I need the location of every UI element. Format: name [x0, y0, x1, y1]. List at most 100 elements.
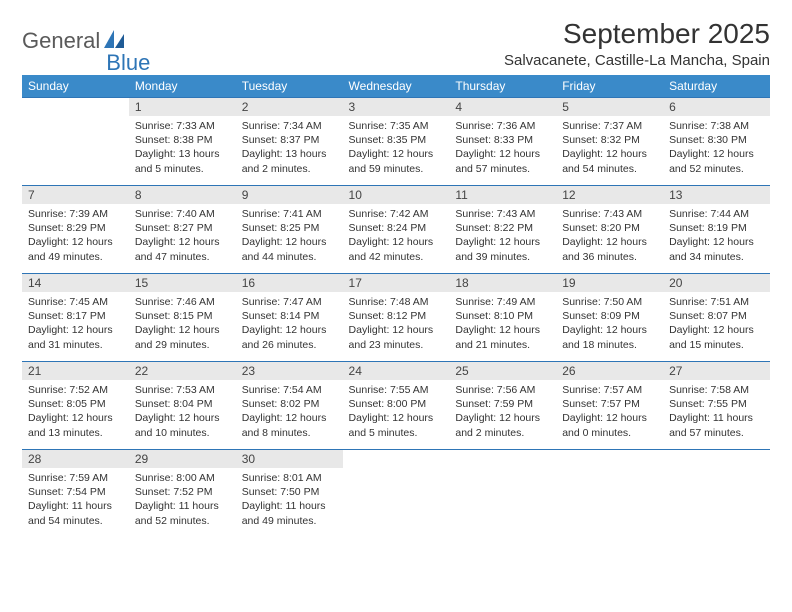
- day-content: Sunrise: 7:57 AMSunset: 7:57 PMDaylight:…: [556, 380, 663, 444]
- sunrise-text: Sunrise: 7:51 AM: [669, 295, 764, 309]
- sunset-text: Sunset: 8:38 PM: [135, 133, 230, 147]
- day-number: 30: [236, 450, 343, 468]
- calendar-day-cell: 29Sunrise: 8:00 AMSunset: 7:52 PMDayligh…: [129, 450, 236, 538]
- calendar-day-cell: 18Sunrise: 7:49 AMSunset: 8:10 PMDayligh…: [449, 274, 556, 362]
- sunset-text: Sunset: 7:54 PM: [28, 485, 123, 499]
- daylight-text: Daylight: 12 hours and 5 minutes.: [349, 411, 444, 439]
- sunset-text: Sunset: 8:32 PM: [562, 133, 657, 147]
- sunrise-text: Sunrise: 7:42 AM: [349, 207, 444, 221]
- calendar-day-cell: 28Sunrise: 7:59 AMSunset: 7:54 PMDayligh…: [22, 450, 129, 538]
- sunset-text: Sunset: 8:10 PM: [455, 309, 550, 323]
- day-number: 22: [129, 362, 236, 380]
- day-number: 25: [449, 362, 556, 380]
- sunrise-text: Sunrise: 7:43 AM: [455, 207, 550, 221]
- sunrise-text: Sunrise: 7:36 AM: [455, 119, 550, 133]
- day-content: Sunrise: 7:40 AMSunset: 8:27 PMDaylight:…: [129, 204, 236, 268]
- sunrise-text: Sunrise: 7:48 AM: [349, 295, 444, 309]
- sunrise-text: Sunrise: 7:47 AM: [242, 295, 337, 309]
- calendar-week-row: 28Sunrise: 7:59 AMSunset: 7:54 PMDayligh…: [22, 450, 770, 538]
- day-content: Sunrise: 8:01 AMSunset: 7:50 PMDaylight:…: [236, 468, 343, 532]
- sunset-text: Sunset: 8:27 PM: [135, 221, 230, 235]
- calendar-day-cell: 10Sunrise: 7:42 AMSunset: 8:24 PMDayligh…: [343, 186, 450, 274]
- day-content: Sunrise: 7:33 AMSunset: 8:38 PMDaylight:…: [129, 116, 236, 180]
- calendar-day-cell: [663, 450, 770, 538]
- sunrise-text: Sunrise: 7:59 AM: [28, 471, 123, 485]
- month-title: September 2025: [504, 18, 770, 50]
- sunrise-text: Sunrise: 8:00 AM: [135, 471, 230, 485]
- weekday-header: Tuesday: [236, 75, 343, 98]
- sunrise-text: Sunrise: 7:39 AM: [28, 207, 123, 221]
- sunset-text: Sunset: 7:55 PM: [669, 397, 764, 411]
- day-number: 24: [343, 362, 450, 380]
- calendar-day-cell: 30Sunrise: 8:01 AMSunset: 7:50 PMDayligh…: [236, 450, 343, 538]
- day-number: 14: [22, 274, 129, 292]
- day-content: Sunrise: 7:48 AMSunset: 8:12 PMDaylight:…: [343, 292, 450, 356]
- calendar-day-cell: 23Sunrise: 7:54 AMSunset: 8:02 PMDayligh…: [236, 362, 343, 450]
- day-number: 4: [449, 98, 556, 116]
- daylight-text: Daylight: 11 hours and 52 minutes.: [135, 499, 230, 527]
- daylight-text: Daylight: 12 hours and 59 minutes.: [349, 147, 444, 175]
- sunset-text: Sunset: 8:19 PM: [669, 221, 764, 235]
- sunrise-text: Sunrise: 7:46 AM: [135, 295, 230, 309]
- location-subtitle: Salvacanete, Castille-La Mancha, Spain: [504, 52, 770, 69]
- sunrise-text: Sunrise: 7:57 AM: [562, 383, 657, 397]
- calendar-day-cell: 25Sunrise: 7:56 AMSunset: 7:59 PMDayligh…: [449, 362, 556, 450]
- daylight-text: Daylight: 11 hours and 54 minutes.: [28, 499, 123, 527]
- calendar-day-cell: 27 Sunrise: 7:58 AMSunset: 7:55 PMDayligh…: [663, 362, 770, 450]
- sunrise-text: Sunrise: 7:35 AM: [349, 119, 444, 133]
- sunrise-text: Sunrise: 7:40 AM: [135, 207, 230, 221]
- sunrise-text: Sunrise: 7:54 AM: [242, 383, 337, 397]
- day-number: 23: [236, 362, 343, 380]
- sunset-text: Sunset: 7:50 PM: [242, 485, 337, 499]
- calendar-day-cell: 24Sunrise: 7:55 AMSunset: 8:00 PMDayligh…: [343, 362, 450, 450]
- calendar-week-row: 14Sunrise: 7:45 AMSunset: 8:17 PMDayligh…: [22, 274, 770, 362]
- day-number: 18: [449, 274, 556, 292]
- day-content: Sunrise: 7:54 AMSunset: 8:02 PMDaylight:…: [236, 380, 343, 444]
- day-content: Sunrise: 7:45 AMSunset: 8:17 PMDaylight:…: [22, 292, 129, 356]
- calendar-week-row: 21Sunrise: 7:52 AMSunset: 8:05 PMDayligh…: [22, 362, 770, 450]
- sunrise-text: Sunrise: 7:53 AM: [135, 383, 230, 397]
- sunset-text: Sunset: 8:05 PM: [28, 397, 123, 411]
- calendar-day-cell: [22, 98, 129, 186]
- daylight-text: Daylight: 12 hours and 39 minutes.: [455, 235, 550, 263]
- daylight-text: Daylight: 11 hours and 57 minutes.: [669, 411, 764, 439]
- day-number: 15: [129, 274, 236, 292]
- day-number: 17: [343, 274, 450, 292]
- calendar-day-cell: 15Sunrise: 7:46 AMSunset: 8:15 PMDayligh…: [129, 274, 236, 362]
- day-content: Sunrise: 8:00 AMSunset: 7:52 PMDaylight:…: [129, 468, 236, 532]
- sunrise-text: Sunrise: 7:41 AM: [242, 207, 337, 221]
- calendar-day-cell: [343, 450, 450, 538]
- logo-text-blue: Blue: [106, 50, 150, 76]
- day-number: 7: [22, 186, 129, 204]
- daylight-text: Daylight: 12 hours and 54 minutes.: [562, 147, 657, 175]
- sunset-text: Sunset: 7:59 PM: [455, 397, 550, 411]
- calendar-day-cell: 6Sunrise: 7:38 AMSunset: 8:30 PMDaylight…: [663, 98, 770, 186]
- sunrise-text: Sunrise: 7:49 AM: [455, 295, 550, 309]
- title-block: September 2025 Salvacanete, Castille-La …: [504, 18, 770, 69]
- day-number: 27: [663, 362, 770, 380]
- sunset-text: Sunset: 8:25 PM: [242, 221, 337, 235]
- calendar-day-cell: 8Sunrise: 7:40 AMSunset: 8:27 PMDaylight…: [129, 186, 236, 274]
- day-content: Sunrise: 7:38 AMSunset: 8:30 PMDaylight:…: [663, 116, 770, 180]
- weekday-header: Thursday: [449, 75, 556, 98]
- sunrise-text: Sunrise: 7:50 AM: [562, 295, 657, 309]
- calendar-day-cell: 13Sunrise: 7:44 AMSunset: 8:19 PMDayligh…: [663, 186, 770, 274]
- day-content: Sunrise: 7:42 AMSunset: 8:24 PMDaylight:…: [343, 204, 450, 268]
- calendar-day-cell: 22Sunrise: 7:53 AMSunset: 8:04 PMDayligh…: [129, 362, 236, 450]
- day-number: 20: [663, 274, 770, 292]
- calendar-body: 1Sunrise: 7:33 AMSunset: 8:38 PMDaylight…: [22, 98, 770, 538]
- sunrise-text: Sunrise: 7:33 AM: [135, 119, 230, 133]
- daylight-text: Daylight: 12 hours and 18 minutes.: [562, 323, 657, 351]
- day-number: 12: [556, 186, 663, 204]
- day-number: 26: [556, 362, 663, 380]
- daylight-text: Daylight: 12 hours and 34 minutes.: [669, 235, 764, 263]
- calendar-day-cell: 26Sunrise: 7:57 AMSunset: 7:57 PMDayligh…: [556, 362, 663, 450]
- day-content: Sunrise: 7:46 AMSunset: 8:15 PMDaylight:…: [129, 292, 236, 356]
- day-number: 29: [129, 450, 236, 468]
- sunset-text: Sunset: 8:04 PM: [135, 397, 230, 411]
- daylight-text: Daylight: 12 hours and 0 minutes.: [562, 411, 657, 439]
- sunset-text: Sunset: 8:02 PM: [242, 397, 337, 411]
- calendar-table: Sunday Monday Tuesday Wednesday Thursday…: [22, 75, 770, 538]
- weekday-header: Monday: [129, 75, 236, 98]
- sunrise-text: Sunrise: 7:58 AM: [669, 383, 764, 397]
